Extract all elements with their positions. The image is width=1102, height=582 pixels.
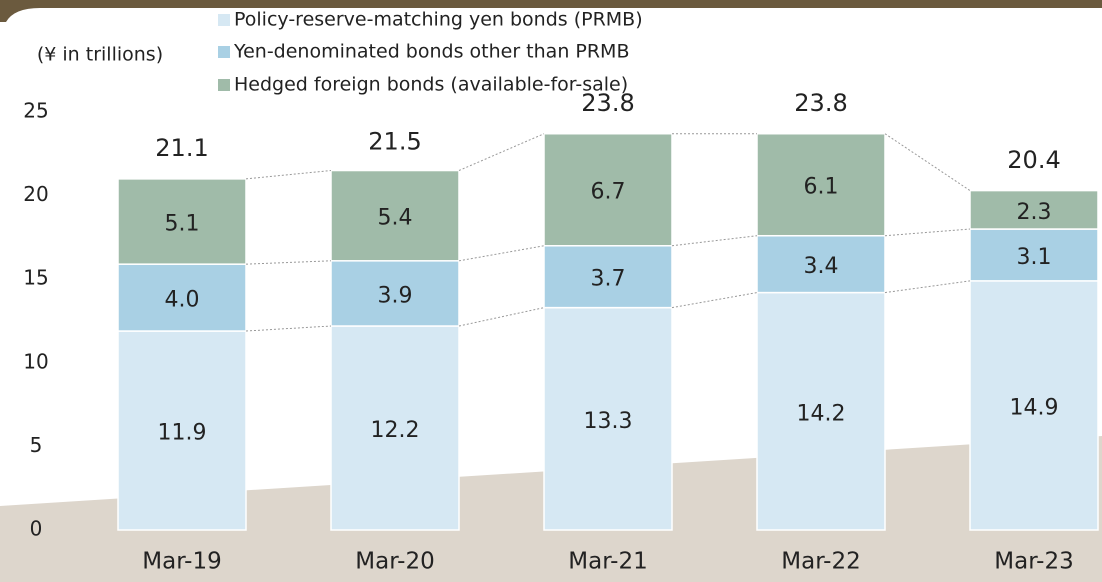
bar-segment — [969, 280, 1099, 531]
legend-label: Hedged foreign bonds (available-for-sale… — [234, 74, 628, 96]
y-tick-label: 15 — [23, 266, 48, 290]
data-label: 6.1 — [804, 175, 839, 200]
data-label: 5.1 — [165, 212, 200, 237]
bar-segment — [330, 325, 460, 531]
y-tick-label: 25 — [23, 99, 48, 123]
connector — [458, 133, 545, 171]
connector — [884, 228, 971, 237]
data-label: 14.9 — [1010, 395, 1059, 420]
total-label: 21.5 — [368, 128, 421, 156]
legend-swatch — [218, 79, 230, 91]
data-label: 4.0 — [165, 288, 200, 313]
legend-swatch — [218, 46, 230, 58]
bar-segment — [330, 260, 460, 327]
bar-segment — [756, 132, 886, 237]
x-tick-label: Mar-22 — [781, 549, 861, 575]
data-label: 3.9 — [378, 283, 413, 308]
bar-segment — [543, 132, 673, 247]
connector — [884, 133, 971, 191]
y-tick-label: 10 — [23, 349, 48, 373]
bar-segment — [969, 189, 1099, 230]
data-label: 3.7 — [591, 267, 626, 292]
x-tick-label: Mar-21 — [568, 549, 648, 575]
connector — [884, 280, 971, 294]
header-band — [0, 0, 1102, 22]
bar-segment — [756, 234, 886, 294]
data-label: 5.4 — [378, 206, 413, 231]
connector — [671, 292, 758, 309]
total-label: 23.8 — [794, 89, 847, 117]
data-label: 11.9 — [158, 421, 207, 446]
x-tick-label: Mar-20 — [355, 549, 435, 575]
legend-swatch — [218, 14, 230, 26]
data-label: 3.1 — [1017, 245, 1052, 270]
bar-segment — [969, 228, 1099, 282]
y-axis-label: (¥ in trillions) — [37, 44, 163, 66]
bar-segment — [543, 245, 673, 309]
data-label: 14.2 — [797, 401, 846, 426]
bar-segment — [117, 178, 247, 265]
legend-label: Policy-reserve-matching yen bonds (PRMB) — [234, 9, 643, 31]
x-tick-label: Mar-23 — [994, 549, 1074, 575]
x-tick-label: Mar-19 — [142, 549, 222, 575]
y-tick-label: 20 — [23, 182, 48, 206]
bar-segment — [543, 306, 673, 531]
data-label: 2.3 — [1017, 200, 1052, 225]
connector — [458, 307, 545, 327]
total-label: 21.1 — [155, 134, 208, 162]
connector — [671, 235, 758, 247]
data-label: 6.7 — [591, 180, 626, 205]
connector — [245, 170, 332, 180]
data-label: 13.3 — [584, 409, 633, 434]
bar-segment — [117, 330, 247, 531]
bar-segment — [330, 169, 460, 262]
y-tick-label: 5 — [30, 433, 43, 457]
total-label: 20.4 — [1007, 146, 1060, 174]
connector — [245, 325, 332, 332]
connector — [458, 245, 545, 262]
data-label: 3.4 — [804, 254, 839, 279]
data-label: 12.2 — [371, 418, 420, 443]
y-tick-label: 0 — [30, 517, 43, 541]
connector — [245, 260, 332, 265]
legend-label: Yen-denominated bonds other than PRMB — [233, 41, 629, 63]
total-label: 23.8 — [581, 89, 634, 117]
